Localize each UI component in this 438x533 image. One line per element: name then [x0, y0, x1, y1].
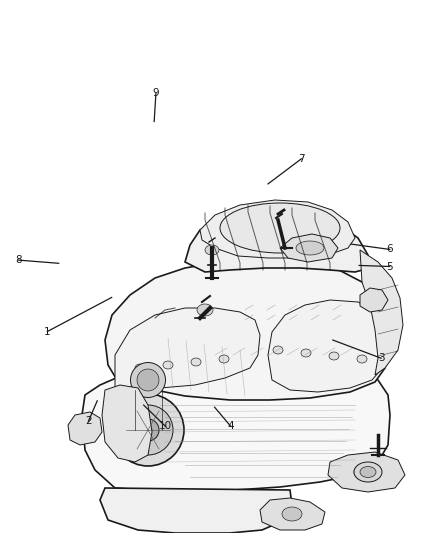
- PathPatch shape: [102, 385, 152, 462]
- Ellipse shape: [360, 466, 376, 478]
- Ellipse shape: [301, 349, 311, 357]
- Ellipse shape: [131, 362, 166, 398]
- Text: 3: 3: [378, 353, 385, 363]
- Ellipse shape: [163, 361, 173, 369]
- Text: 6: 6: [386, 245, 393, 254]
- Ellipse shape: [220, 203, 340, 253]
- Text: 10: 10: [159, 422, 172, 431]
- PathPatch shape: [360, 288, 388, 312]
- PathPatch shape: [115, 308, 260, 388]
- Text: 8: 8: [15, 255, 22, 265]
- PathPatch shape: [68, 412, 102, 445]
- Ellipse shape: [357, 355, 367, 363]
- Ellipse shape: [354, 464, 376, 480]
- Ellipse shape: [219, 355, 229, 363]
- Ellipse shape: [205, 245, 219, 255]
- Ellipse shape: [197, 304, 213, 316]
- PathPatch shape: [268, 300, 390, 392]
- Ellipse shape: [273, 346, 283, 354]
- Text: 9: 9: [152, 88, 159, 98]
- Ellipse shape: [354, 462, 382, 482]
- PathPatch shape: [82, 358, 390, 490]
- PathPatch shape: [185, 213, 370, 272]
- Text: 4: 4: [227, 422, 234, 431]
- PathPatch shape: [105, 260, 390, 400]
- PathPatch shape: [100, 488, 292, 533]
- PathPatch shape: [360, 250, 403, 375]
- Ellipse shape: [329, 352, 339, 360]
- Ellipse shape: [191, 358, 201, 366]
- Ellipse shape: [296, 241, 324, 255]
- Text: 5: 5: [386, 262, 393, 271]
- Text: 2: 2: [85, 416, 92, 426]
- Ellipse shape: [144, 426, 152, 434]
- PathPatch shape: [328, 452, 405, 492]
- Ellipse shape: [135, 364, 145, 372]
- Ellipse shape: [282, 507, 302, 521]
- Text: 1: 1: [44, 327, 51, 336]
- Ellipse shape: [137, 369, 159, 391]
- PathPatch shape: [200, 200, 355, 258]
- PathPatch shape: [280, 234, 338, 262]
- Text: 7: 7: [298, 154, 305, 164]
- Ellipse shape: [123, 405, 173, 455]
- Ellipse shape: [137, 419, 159, 441]
- PathPatch shape: [260, 498, 325, 530]
- Ellipse shape: [112, 394, 184, 466]
